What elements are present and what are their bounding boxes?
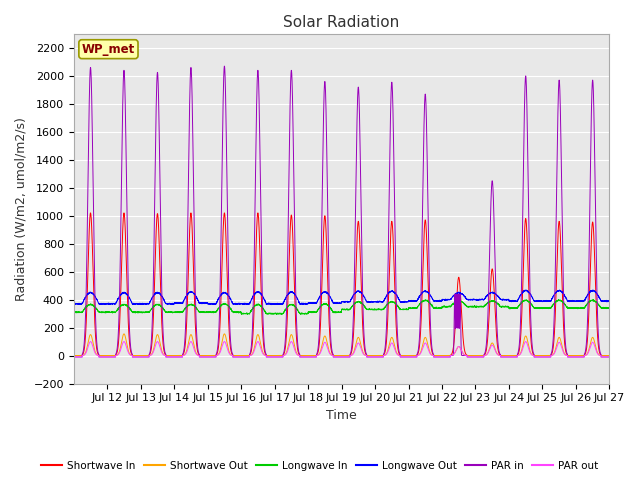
Text: WP_met: WP_met: [82, 43, 135, 56]
Legend: Shortwave In, Shortwave Out, Longwave In, Longwave Out, PAR in, PAR out: Shortwave In, Shortwave Out, Longwave In…: [37, 456, 603, 475]
Title: Solar Radiation: Solar Radiation: [284, 15, 400, 30]
Y-axis label: Radiation (W/m2, umol/m2/s): Radiation (W/m2, umol/m2/s): [15, 117, 28, 300]
X-axis label: Time: Time: [326, 409, 357, 422]
